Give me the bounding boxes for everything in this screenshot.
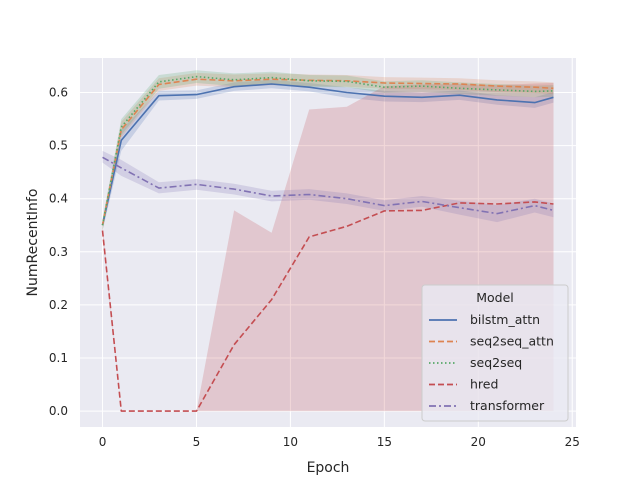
legend-title: Model	[476, 290, 514, 305]
y-tick-label: 0.5	[49, 139, 68, 153]
x-axis-label: Epoch	[307, 460, 350, 476]
chart: 0 5 10 15 20 25 0.0 0.1 0.2 0.3 0.4 0.5 0.6 Epoch N…	[0, 0, 640, 480]
x-tick-label: 25	[565, 435, 580, 449]
y-tick-label: 0.6	[49, 86, 68, 100]
y-tick-label: 0.1	[49, 351, 68, 365]
legend-label-bilstm_attn: bilstm_attn	[470, 312, 540, 327]
y-tick-label: 0.2	[49, 298, 68, 312]
y-tick-label: 0.4	[49, 192, 68, 206]
x-axis-ticks: 0 5 10 15 20 25	[99, 435, 580, 449]
x-tick-label: 20	[471, 435, 486, 449]
x-tick-label: 5	[193, 435, 201, 449]
x-tick-label: 10	[283, 435, 298, 449]
y-axis-label: NumRecentInfo	[25, 189, 41, 297]
x-tick-label: 0	[99, 435, 107, 449]
y-axis-ticks: 0.0 0.1 0.2 0.3 0.4 0.5 0.6	[49, 86, 68, 419]
y-tick-label: 0.3	[49, 245, 68, 259]
x-tick-label: 15	[377, 435, 392, 449]
legend-label-seq2seq: seq2seq	[470, 355, 522, 370]
legend: Model bilstm_attn seq2seq_attn seq2seq hred…	[422, 285, 568, 421]
y-tick-label: 0.0	[49, 404, 68, 418]
legend-label-transformer: transformer	[470, 398, 545, 413]
legend-label-seq2seq_attn: seq2seq_attn	[470, 334, 554, 349]
legend-label-hred: hred	[470, 377, 498, 392]
